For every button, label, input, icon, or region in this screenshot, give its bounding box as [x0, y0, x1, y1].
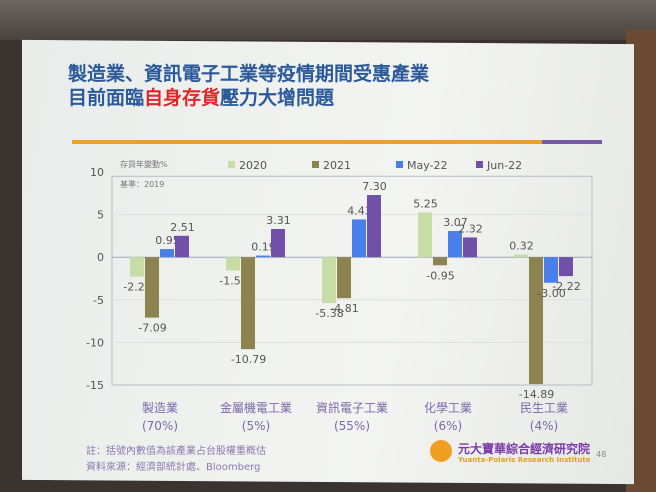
data-label: 0.32: [509, 239, 534, 252]
data-label: -0.95: [426, 269, 454, 282]
logo-subtitle: Yuanta-Polaris Research Institute: [458, 456, 591, 464]
data-label: 0.95: [155, 234, 180, 247]
category-weight: (70%): [142, 419, 178, 433]
footnote: 註：括號內數值為該產業占台股權重概估: [86, 446, 266, 457]
bar: [241, 257, 255, 350]
title-line-1: 製造業、資訊電子工業等疫情期間受惠產業: [68, 63, 430, 85]
bar: [367, 195, 381, 258]
logo-name: 元大寶華綜合經濟研究院: [458, 442, 591, 456]
data-label: 3.31: [266, 214, 291, 227]
legend-swatch: [396, 161, 403, 168]
category-label: 製造業: [142, 401, 178, 415]
legend-label: 2021: [323, 159, 351, 172]
data-label: -10.79: [231, 353, 266, 366]
y-tick-label: -5: [93, 294, 104, 307]
bar: [448, 231, 462, 258]
data-label: -4.81: [330, 302, 358, 315]
legend-swatch: [228, 161, 235, 168]
ceiling: [0, 0, 656, 40]
bar: [544, 257, 558, 283]
data-label: -3.00: [537, 287, 565, 300]
data-label: 5.25: [413, 197, 438, 210]
bar: [463, 237, 477, 258]
bar: [418, 212, 432, 258]
bar: [559, 257, 573, 277]
data-label: -2.29: [123, 281, 151, 294]
data-label: -5.38: [315, 307, 343, 320]
y-tick-label: 0: [97, 251, 104, 264]
bar: [256, 255, 270, 258]
data-label: -14.89: [519, 388, 554, 401]
category-weight: (55%): [334, 419, 370, 433]
category-weight: (5%): [242, 419, 270, 433]
baseline-annotation: 基準：2019: [120, 179, 164, 189]
plot-area: [111, 175, 593, 386]
source: 資料來源：經濟部統計處、Bloomberg: [86, 462, 261, 473]
category-weight: (6%): [434, 419, 462, 433]
y-tick-label: 10: [90, 166, 104, 179]
data-label: 2.51: [170, 221, 195, 234]
bar: [352, 219, 366, 258]
category-label: 化學工業: [424, 401, 472, 415]
y-tick-label: 5: [97, 209, 104, 222]
title-post: 壓力大增問題: [220, 87, 335, 109]
legend-swatch: [312, 161, 319, 168]
y-tick-label: -10: [86, 336, 104, 349]
legend-label: May-22: [407, 159, 448, 172]
category-weight: (4%): [530, 419, 558, 433]
title-highlight: 自身存貨: [144, 87, 221, 109]
bar: [433, 257, 447, 266]
data-label: 0.19: [251, 241, 276, 254]
title-rule-accent: [542, 140, 602, 144]
bar: [271, 228, 285, 258]
legend-label: 2020: [239, 159, 267, 172]
legend-swatch: [476, 161, 483, 168]
title-pre: 目前面臨: [68, 87, 145, 109]
data-label: 3.07: [443, 216, 468, 229]
category-label: 金屬機電工業: [220, 400, 292, 415]
bar: [226, 257, 240, 271]
bar: [145, 257, 159, 318]
bar: [529, 257, 543, 385]
data-label: -7.09: [138, 322, 166, 335]
logo-icon: [430, 440, 452, 462]
slide-title: 製造業、資訊電子工業等疫情期間受惠產業 目前面臨自身存貨壓力大增問題: [68, 62, 429, 110]
bar: [337, 257, 351, 299]
data-label: 7.30: [362, 180, 387, 193]
data-label: 4.43: [347, 204, 372, 217]
bar: [130, 257, 144, 277]
category-label: 資訊電子工業: [316, 400, 388, 415]
data-label: -1.56: [219, 274, 247, 287]
bar: [514, 254, 528, 258]
title-rule: [72, 140, 542, 144]
title-line-2: 目前面臨自身存貨壓力大增問題: [68, 86, 429, 110]
bar: [160, 249, 174, 258]
bar: [322, 257, 336, 304]
bar: [175, 235, 189, 258]
y-tick-label: -15: [86, 379, 104, 392]
y-axis-label: 存貨年變動%: [120, 159, 168, 169]
data-label: -2.22: [552, 280, 580, 293]
data-label: 2.32: [458, 222, 483, 235]
page-number: 48: [596, 450, 607, 459]
category-label: 民生工業: [520, 401, 568, 415]
legend-label: Jun-22: [486, 159, 522, 172]
